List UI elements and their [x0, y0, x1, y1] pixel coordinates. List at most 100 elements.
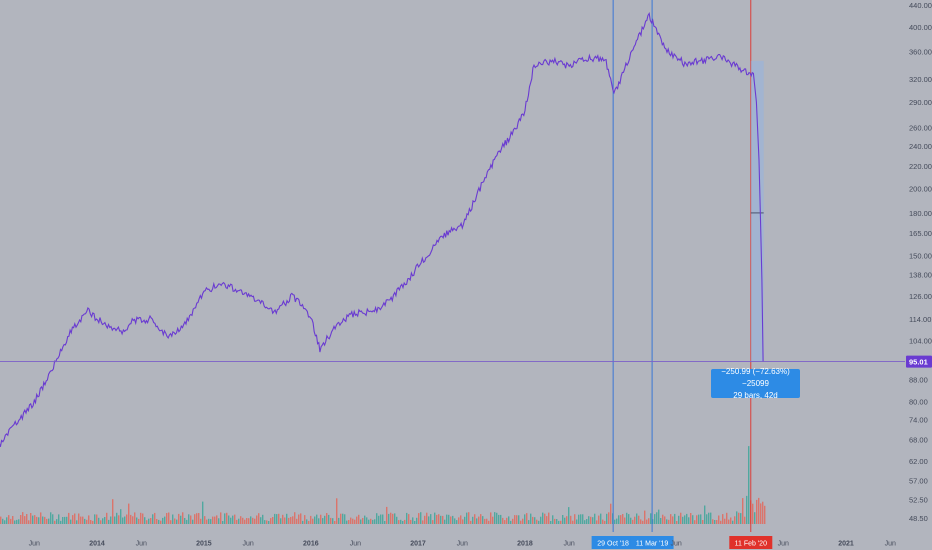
volume-bar: [36, 516, 38, 524]
volume-bar: [108, 519, 110, 524]
volume-bar: [178, 513, 180, 524]
volume-bar: [112, 499, 114, 524]
x-tick-label: Jun: [29, 541, 40, 548]
volume-bar: [574, 514, 576, 524]
volume-bar: [18, 519, 20, 524]
y-tick-label: 290.00: [909, 98, 932, 107]
measure-change-text: −250.99 (−72.63%) −25099: [721, 366, 790, 388]
volume-bar: [84, 518, 86, 524]
volume-bar: [462, 519, 464, 524]
volume-bar: [446, 514, 448, 524]
volume-bar: [596, 520, 598, 524]
volume-bar: [640, 519, 642, 524]
volume-bar: [216, 515, 218, 524]
volume-bar: [192, 519, 194, 524]
volume-bar: [346, 520, 348, 524]
volume-bar: [684, 515, 686, 524]
volume-bar: [668, 519, 670, 524]
y-tick-label: 360.00: [909, 48, 932, 57]
x-axis[interactable]: Jun 2014 Jun 2015 Jun 2016 Jun 2017 Jun 2018 Jun 29…: [29, 536, 896, 549]
volume-bar: [196, 513, 198, 524]
volume-bar: [170, 520, 172, 524]
volume-bar: [586, 519, 588, 524]
volume-bar: [2, 518, 4, 524]
y-axis[interactable]: 440.00 400.00 360.00 320.00 290.00 260.00 240.…: [906, 1, 932, 523]
volume-bar: [372, 519, 374, 524]
volume-bar: [354, 519, 356, 524]
volume-bar: [480, 514, 482, 524]
volume-bar: [28, 520, 30, 524]
volume-bar: [78, 513, 80, 524]
x-tick-label: Jun: [564, 541, 575, 548]
x-tick-label: Jun: [885, 541, 896, 548]
volume-bar: [90, 520, 92, 524]
volume-bar: [58, 514, 60, 524]
volume-bar: [10, 518, 12, 524]
volume-bar: [82, 516, 84, 524]
x-tick-label: 2021: [838, 541, 854, 548]
volume-bar: [692, 515, 694, 524]
volume-bar: [390, 512, 392, 524]
y-tick-label: 165.00: [909, 229, 932, 238]
volume-bar: [100, 520, 102, 524]
volume-bar: [500, 514, 502, 524]
volume-bar: [392, 513, 394, 524]
volume-bar: [268, 521, 270, 524]
y-tick-label: 80.00: [909, 398, 928, 407]
volume-bar: [296, 518, 298, 524]
volume-bar: [292, 516, 294, 524]
volume-bar: [30, 513, 32, 524]
volume-bar: [584, 520, 586, 524]
volume-bar: [624, 517, 626, 524]
volume-bar: [454, 518, 456, 524]
volume-bar: [328, 514, 330, 524]
x-marker-badge: [729, 536, 773, 549]
volume-bar: [728, 519, 730, 524]
volume-bar: [120, 509, 122, 524]
volume-bar: [272, 517, 274, 524]
volume-bar: [362, 518, 364, 524]
volume-bar: [14, 520, 16, 524]
volume-bar: [610, 503, 612, 524]
volume-bar: [490, 512, 492, 524]
volume-bar: [694, 520, 696, 524]
volume-bar: [294, 512, 296, 524]
y-tick-label: 200.00: [909, 184, 932, 193]
volume-bar: [570, 515, 572, 524]
volume-bar: [212, 516, 214, 524]
volume-bar: [698, 514, 700, 524]
volume-bar: [60, 520, 62, 524]
volume-bar: [8, 515, 10, 524]
volume-bar: [42, 516, 44, 524]
y-tick-label: 95.01: [909, 358, 928, 367]
volume-bar: [396, 516, 398, 524]
measure-tool[interactable]: [750, 60, 764, 362]
x-tick-label: Jun: [242, 541, 253, 548]
volume-bar: [632, 519, 634, 524]
measure-bars-text: 29 bars, 42d: [733, 390, 778, 400]
volume-bar: [426, 512, 428, 524]
volume-bar: [666, 519, 668, 524]
volume-bar: [148, 518, 150, 524]
volume-bar: [430, 514, 432, 524]
volume-bar: [690, 513, 692, 524]
measure-range-box[interactable]: [750, 60, 764, 362]
volume-bar: [650, 513, 652, 524]
y-tick-label: 440.00: [909, 1, 932, 10]
volume-bar: [592, 517, 594, 524]
volume-bar: [726, 512, 728, 524]
volume-bar: [718, 515, 720, 524]
volume-bar: [326, 513, 328, 524]
volume-bar: [144, 517, 146, 524]
volume-bar: [582, 514, 584, 524]
volume-bar: [520, 520, 522, 524]
volume-bar: [206, 519, 208, 524]
volume-bar: [320, 514, 322, 524]
volume-bar: [440, 515, 442, 524]
volume-bar: [572, 520, 574, 524]
volume-bar: [46, 518, 48, 524]
volume-bar: [470, 520, 472, 524]
volume-bar: [606, 513, 608, 524]
volume-bar: [38, 517, 40, 524]
